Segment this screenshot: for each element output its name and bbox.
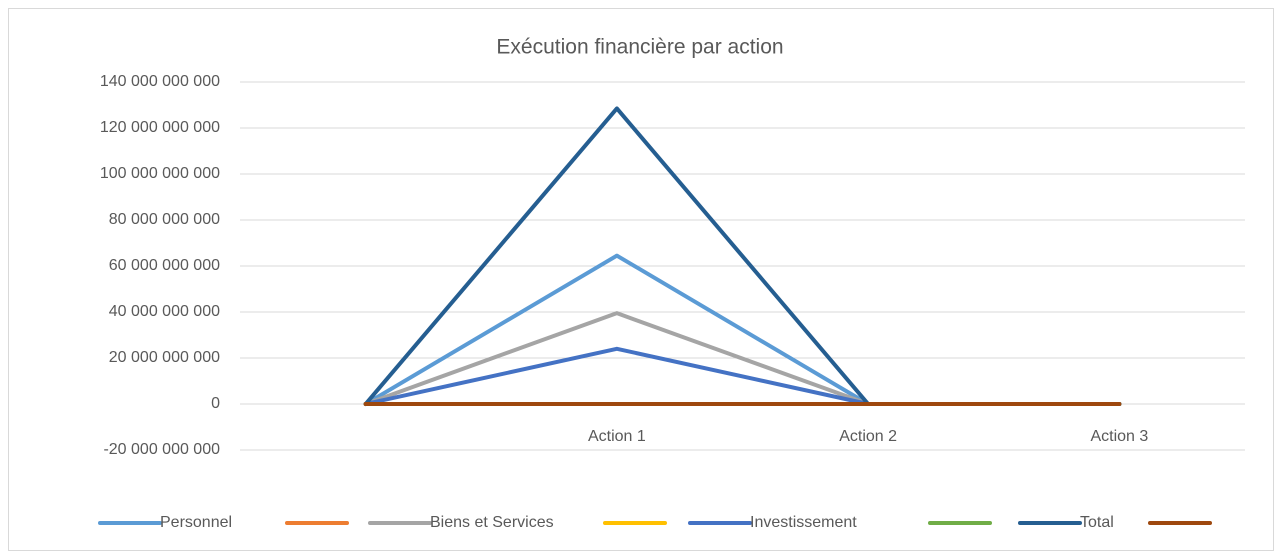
y-tick-label: 120 000 000 000 xyxy=(100,119,220,136)
y-tick-label: 140 000 000 000 xyxy=(100,73,220,90)
legend-label: Total xyxy=(1080,514,1114,531)
chart-frame xyxy=(8,8,1274,551)
x-tick-label: Action 2 xyxy=(839,428,897,445)
y-tick-label: 60 000 000 000 xyxy=(109,257,220,274)
legend-label: Investissement xyxy=(750,514,857,531)
y-tick-label: 80 000 000 000 xyxy=(109,211,220,228)
y-tick-label: 40 000 000 000 xyxy=(109,303,220,320)
legend-label: Personnel xyxy=(160,514,232,531)
x-tick-label: Action 3 xyxy=(1090,428,1148,445)
chart-title: Exécution financière par action xyxy=(496,36,783,59)
legend-label: Biens et Services xyxy=(430,514,554,531)
y-tick-label: 0 xyxy=(211,395,220,412)
y-tick-label: 100 000 000 000 xyxy=(100,165,220,182)
x-tick-label: Action 1 xyxy=(588,428,646,445)
y-tick-label: -20 000 000 000 xyxy=(103,441,220,458)
y-tick-label: 20 000 000 000 xyxy=(109,349,220,366)
